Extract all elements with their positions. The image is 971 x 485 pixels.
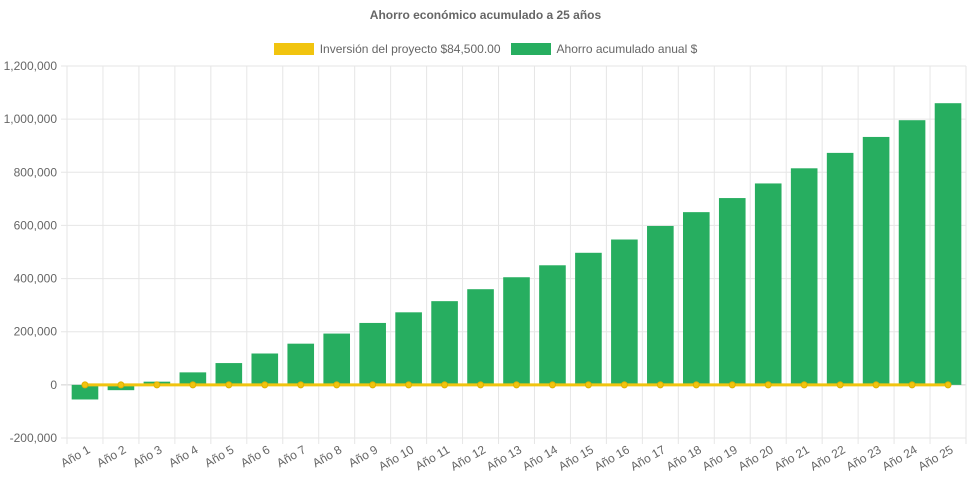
x-tick-label: Año 15: [556, 442, 596, 473]
bar-savings: [359, 322, 386, 385]
x-tick-label: Año 12: [448, 442, 488, 473]
x-tick-label: Año 25: [916, 442, 956, 473]
point-investment: [656, 381, 664, 389]
x-tick-label: Año 9: [346, 442, 380, 470]
x-tick-label: Año 10: [376, 442, 416, 473]
point-investment: [513, 381, 520, 389]
bar-savings: [934, 103, 962, 385]
point-investment: [225, 381, 233, 389]
y-tick-label: 1,000,000: [4, 112, 58, 126]
x-tick-label: Año 22: [808, 442, 848, 473]
x-tick-label: Año 16: [592, 442, 632, 473]
bar-savings: [862, 136, 890, 385]
legend-label-savings: Ahorro acumulado anual $: [556, 42, 698, 56]
bar-savings: [611, 239, 638, 385]
point-investment: [692, 381, 700, 389]
bar-savings: [826, 152, 854, 385]
x-tick-label: Año 18: [664, 442, 704, 473]
y-tick-label: 600,000: [14, 218, 58, 232]
point-investment: [117, 381, 125, 389]
point-investment: [836, 381, 844, 389]
bar-savings: [287, 343, 315, 385]
x-tick-label: Año 14: [520, 442, 560, 473]
chart-title: Ahorro económico acumulado a 25 años: [369, 8, 602, 22]
point-investment: [261, 381, 269, 389]
bar-savings: [323, 333, 351, 385]
legend-label-investment: Inversión del proyecto $84,500.00: [319, 42, 501, 56]
bar-savings: [790, 168, 818, 385]
point-investment: [908, 381, 916, 389]
point-investment: [872, 381, 880, 389]
x-tick-label: Año 17: [628, 442, 668, 473]
y-tick-label: 200,000: [14, 325, 58, 339]
legend-item-investment[interactable]: Inversión del proyecto $84,500.00: [273, 42, 501, 56]
bar-savings: [682, 212, 710, 385]
x-tick-label: Año 3: [130, 442, 164, 470]
bar-savings: [179, 372, 207, 385]
bar-savings: [718, 198, 746, 385]
point-investment: [944, 381, 952, 389]
y-tick-label: 1,200,000: [4, 59, 58, 73]
point-investment: [548, 381, 556, 389]
legend-item-savings[interactable]: Ahorro acumulado anual $: [510, 42, 698, 56]
bar-savings: [215, 363, 243, 385]
bar-savings: [431, 301, 458, 385]
x-tick-label: Año 1: [58, 442, 92, 470]
x-tick-label: Año 13: [484, 442, 524, 473]
bar-savings: [754, 183, 782, 385]
x-tick-label: Año 8: [310, 442, 344, 470]
point-investment: [620, 381, 628, 389]
x-tick-label: Año 6: [238, 442, 272, 470]
x-tick-label: Año 5: [202, 442, 236, 470]
bar-savings: [395, 312, 422, 385]
legend: Inversión del proyecto $84,500.00 Ahorro…: [0, 42, 971, 56]
x-tick-label: Año 19: [700, 442, 740, 473]
point-investment: [369, 381, 377, 389]
x-tick-label: Año 11: [413, 442, 452, 473]
y-tick-label: -200,000: [10, 431, 58, 445]
point-investment: [728, 381, 736, 389]
bar-savings: [467, 289, 494, 385]
x-tick-label: Año 23: [844, 442, 884, 473]
point-investment: [297, 381, 305, 389]
x-tick-label: Año 7: [274, 442, 308, 470]
legend-swatch-savings: [510, 43, 551, 55]
y-tick-label: 0: [50, 378, 57, 392]
bar-savings: [539, 265, 566, 385]
bar-savings: [71, 384, 99, 400]
x-tick-label: Año 20: [736, 442, 776, 473]
x-tick-label: Año 21: [772, 442, 812, 473]
point-investment: [81, 381, 89, 389]
point-investment: [153, 381, 161, 389]
x-tick-label: Año 4: [166, 442, 200, 470]
x-tick-label: Año 2: [94, 442, 128, 470]
bar-savings: [503, 277, 530, 385]
point-investment: [764, 381, 772, 389]
point-investment: [189, 381, 197, 389]
bar-savings: [575, 252, 602, 385]
point-investment: [405, 381, 413, 389]
y-tick-label: 400,000: [14, 272, 58, 286]
legend-swatch-investment: [273, 43, 314, 55]
point-investment: [800, 381, 808, 389]
point-investment: [441, 381, 449, 389]
bar-savings: [898, 120, 926, 385]
point-investment: [477, 381, 485, 389]
x-tick-label: Año 24: [880, 442, 920, 473]
point-investment: [333, 381, 341, 389]
bar-savings: [647, 225, 674, 385]
bar-savings: [251, 353, 279, 385]
y-tick-label: 800,000: [14, 165, 58, 179]
point-investment: [584, 381, 592, 389]
